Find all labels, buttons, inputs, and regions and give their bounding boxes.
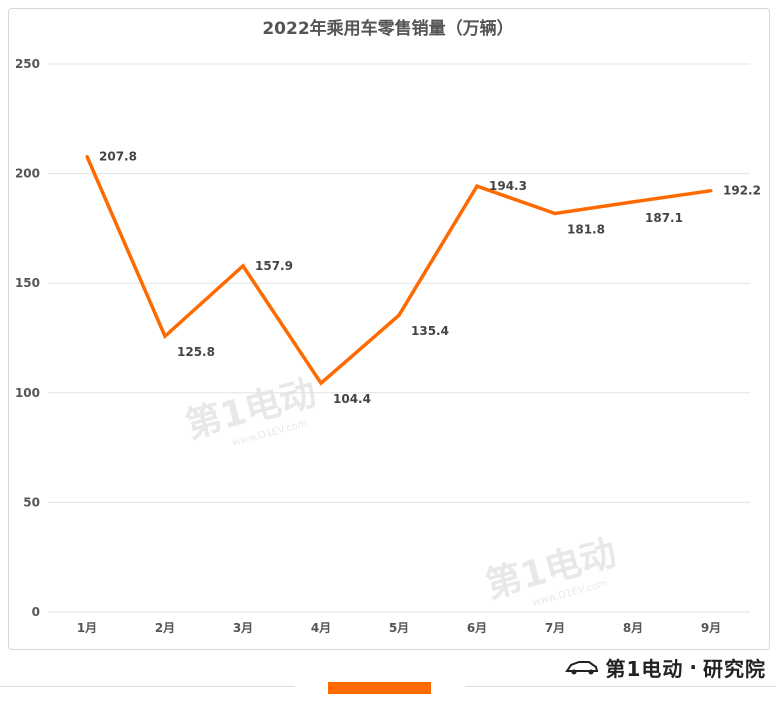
- brand-suffix: 研究院: [703, 656, 766, 681]
- chart-frame: [8, 8, 770, 650]
- y-tick-label: 200: [15, 167, 40, 181]
- brand-separator: ·: [689, 655, 697, 679]
- data-label: 104.4: [333, 392, 371, 406]
- x-tick-label: 9月: [701, 621, 721, 635]
- data-point: [631, 200, 635, 204]
- brand-name: 第1电动: [605, 656, 684, 681]
- x-tick-label: 5月: [389, 621, 409, 635]
- x-tick-label: 3月: [233, 621, 253, 635]
- x-tick-label: 8月: [623, 621, 643, 635]
- data-point: [163, 334, 167, 338]
- data-label: 125.8: [177, 345, 215, 359]
- brand-logo: 第1电动 · 研究院: [565, 654, 766, 681]
- y-tick-label: 0: [32, 605, 40, 619]
- data-point: [397, 313, 401, 317]
- data-label: 187.1: [645, 211, 683, 225]
- data-label: 194.3: [489, 179, 527, 193]
- data-label: 192.2: [723, 184, 761, 198]
- data-point: [709, 189, 713, 193]
- x-tick-label: 2月: [155, 621, 175, 635]
- y-tick-label: 100: [15, 386, 40, 400]
- y-tick-label: 150: [15, 276, 40, 290]
- y-tick-label: 250: [15, 57, 40, 71]
- data-point: [553, 211, 557, 215]
- x-tick-label: 1月: [77, 621, 97, 635]
- footer-accent-bar: [328, 682, 431, 694]
- data-label: 157.9: [255, 259, 293, 273]
- data-point: [241, 264, 245, 268]
- data-point: [319, 381, 323, 385]
- footer-divider-left: [0, 686, 295, 687]
- car-logo-icon: [565, 661, 599, 675]
- x-tick-label: 4月: [311, 621, 331, 635]
- data-label: 207.8: [99, 150, 137, 164]
- y-tick-label: 50: [23, 495, 40, 509]
- data-label: 135.4: [411, 324, 449, 338]
- x-tick-label: 7月: [545, 621, 565, 635]
- data-label: 181.8: [567, 222, 605, 236]
- footer-divider-right: [465, 686, 776, 687]
- data-point: [475, 184, 479, 188]
- x-tick-label: 6月: [467, 621, 487, 635]
- chart-title: 2022年乘用车零售销量（万辆）: [262, 19, 514, 39]
- data-point: [85, 155, 89, 159]
